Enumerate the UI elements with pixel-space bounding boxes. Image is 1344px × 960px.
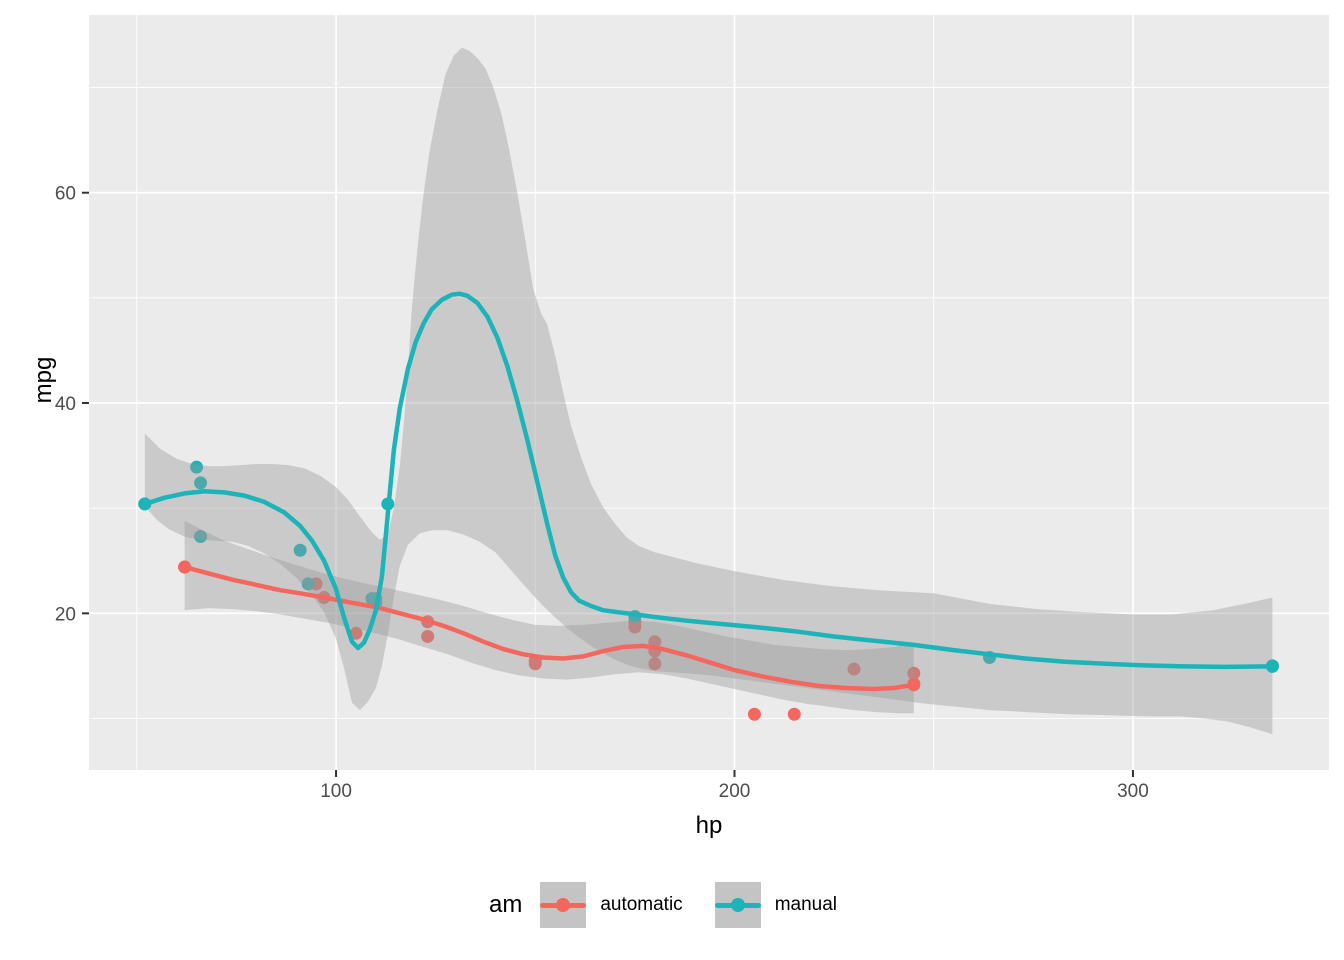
data-point-manual: [293, 543, 307, 557]
legend: am automatic manual: [0, 882, 1344, 928]
data-point-automatic: [747, 707, 761, 721]
legend-key-dot-manual: [730, 898, 745, 912]
data-point-automatic: [349, 626, 363, 640]
x-axis-title: hp: [695, 812, 723, 839]
smooth-ribbon-automatic: [184, 520, 914, 714]
chart-panel: [89, 15, 1329, 770]
smooth-end-dot-automatic: [907, 678, 921, 692]
data-point-automatic: [787, 707, 801, 721]
smooth-end-dot-automatic: [178, 560, 192, 574]
data-point-automatic: [847, 662, 861, 676]
data-point-automatic: [907, 666, 921, 680]
smooth-ribbon-manual: [144, 47, 1273, 735]
smooth-line-automatic: [182, 564, 917, 692]
legend-key-dot-automatic: [556, 898, 571, 912]
legend-label-manual: manual: [774, 894, 838, 915]
data-point-automatic: [421, 629, 435, 643]
data-point-manual: [190, 460, 204, 474]
legend-key-manual: [714, 882, 761, 928]
legend-label-automatic: automatic: [600, 894, 683, 915]
y-axis-title: mpg: [30, 356, 57, 404]
legend-key-automatic: [540, 882, 587, 928]
y-axis-tick-label: 20: [55, 604, 76, 625]
x-axis-tick-label: 300: [1117, 781, 1149, 802]
data-point-manual: [194, 530, 208, 544]
x-axis-tick-label: 200: [719, 781, 751, 802]
y-axis-tick-label: 40: [55, 394, 76, 415]
data-point-automatic: [648, 635, 662, 649]
legend-title: am: [488, 891, 523, 918]
y-axis-tick-label: 60: [55, 184, 76, 205]
data-point-manual: [301, 577, 315, 591]
data-point-automatic: [528, 657, 542, 671]
x-axis-tick-label: 100: [320, 781, 352, 802]
smooth-line-manual: [142, 291, 1275, 670]
data-point-manual: [194, 476, 208, 490]
smooth-end-dot-manual: [1265, 659, 1279, 673]
smooth-end-dot-manual: [138, 497, 152, 511]
data-point-automatic: [648, 657, 662, 671]
